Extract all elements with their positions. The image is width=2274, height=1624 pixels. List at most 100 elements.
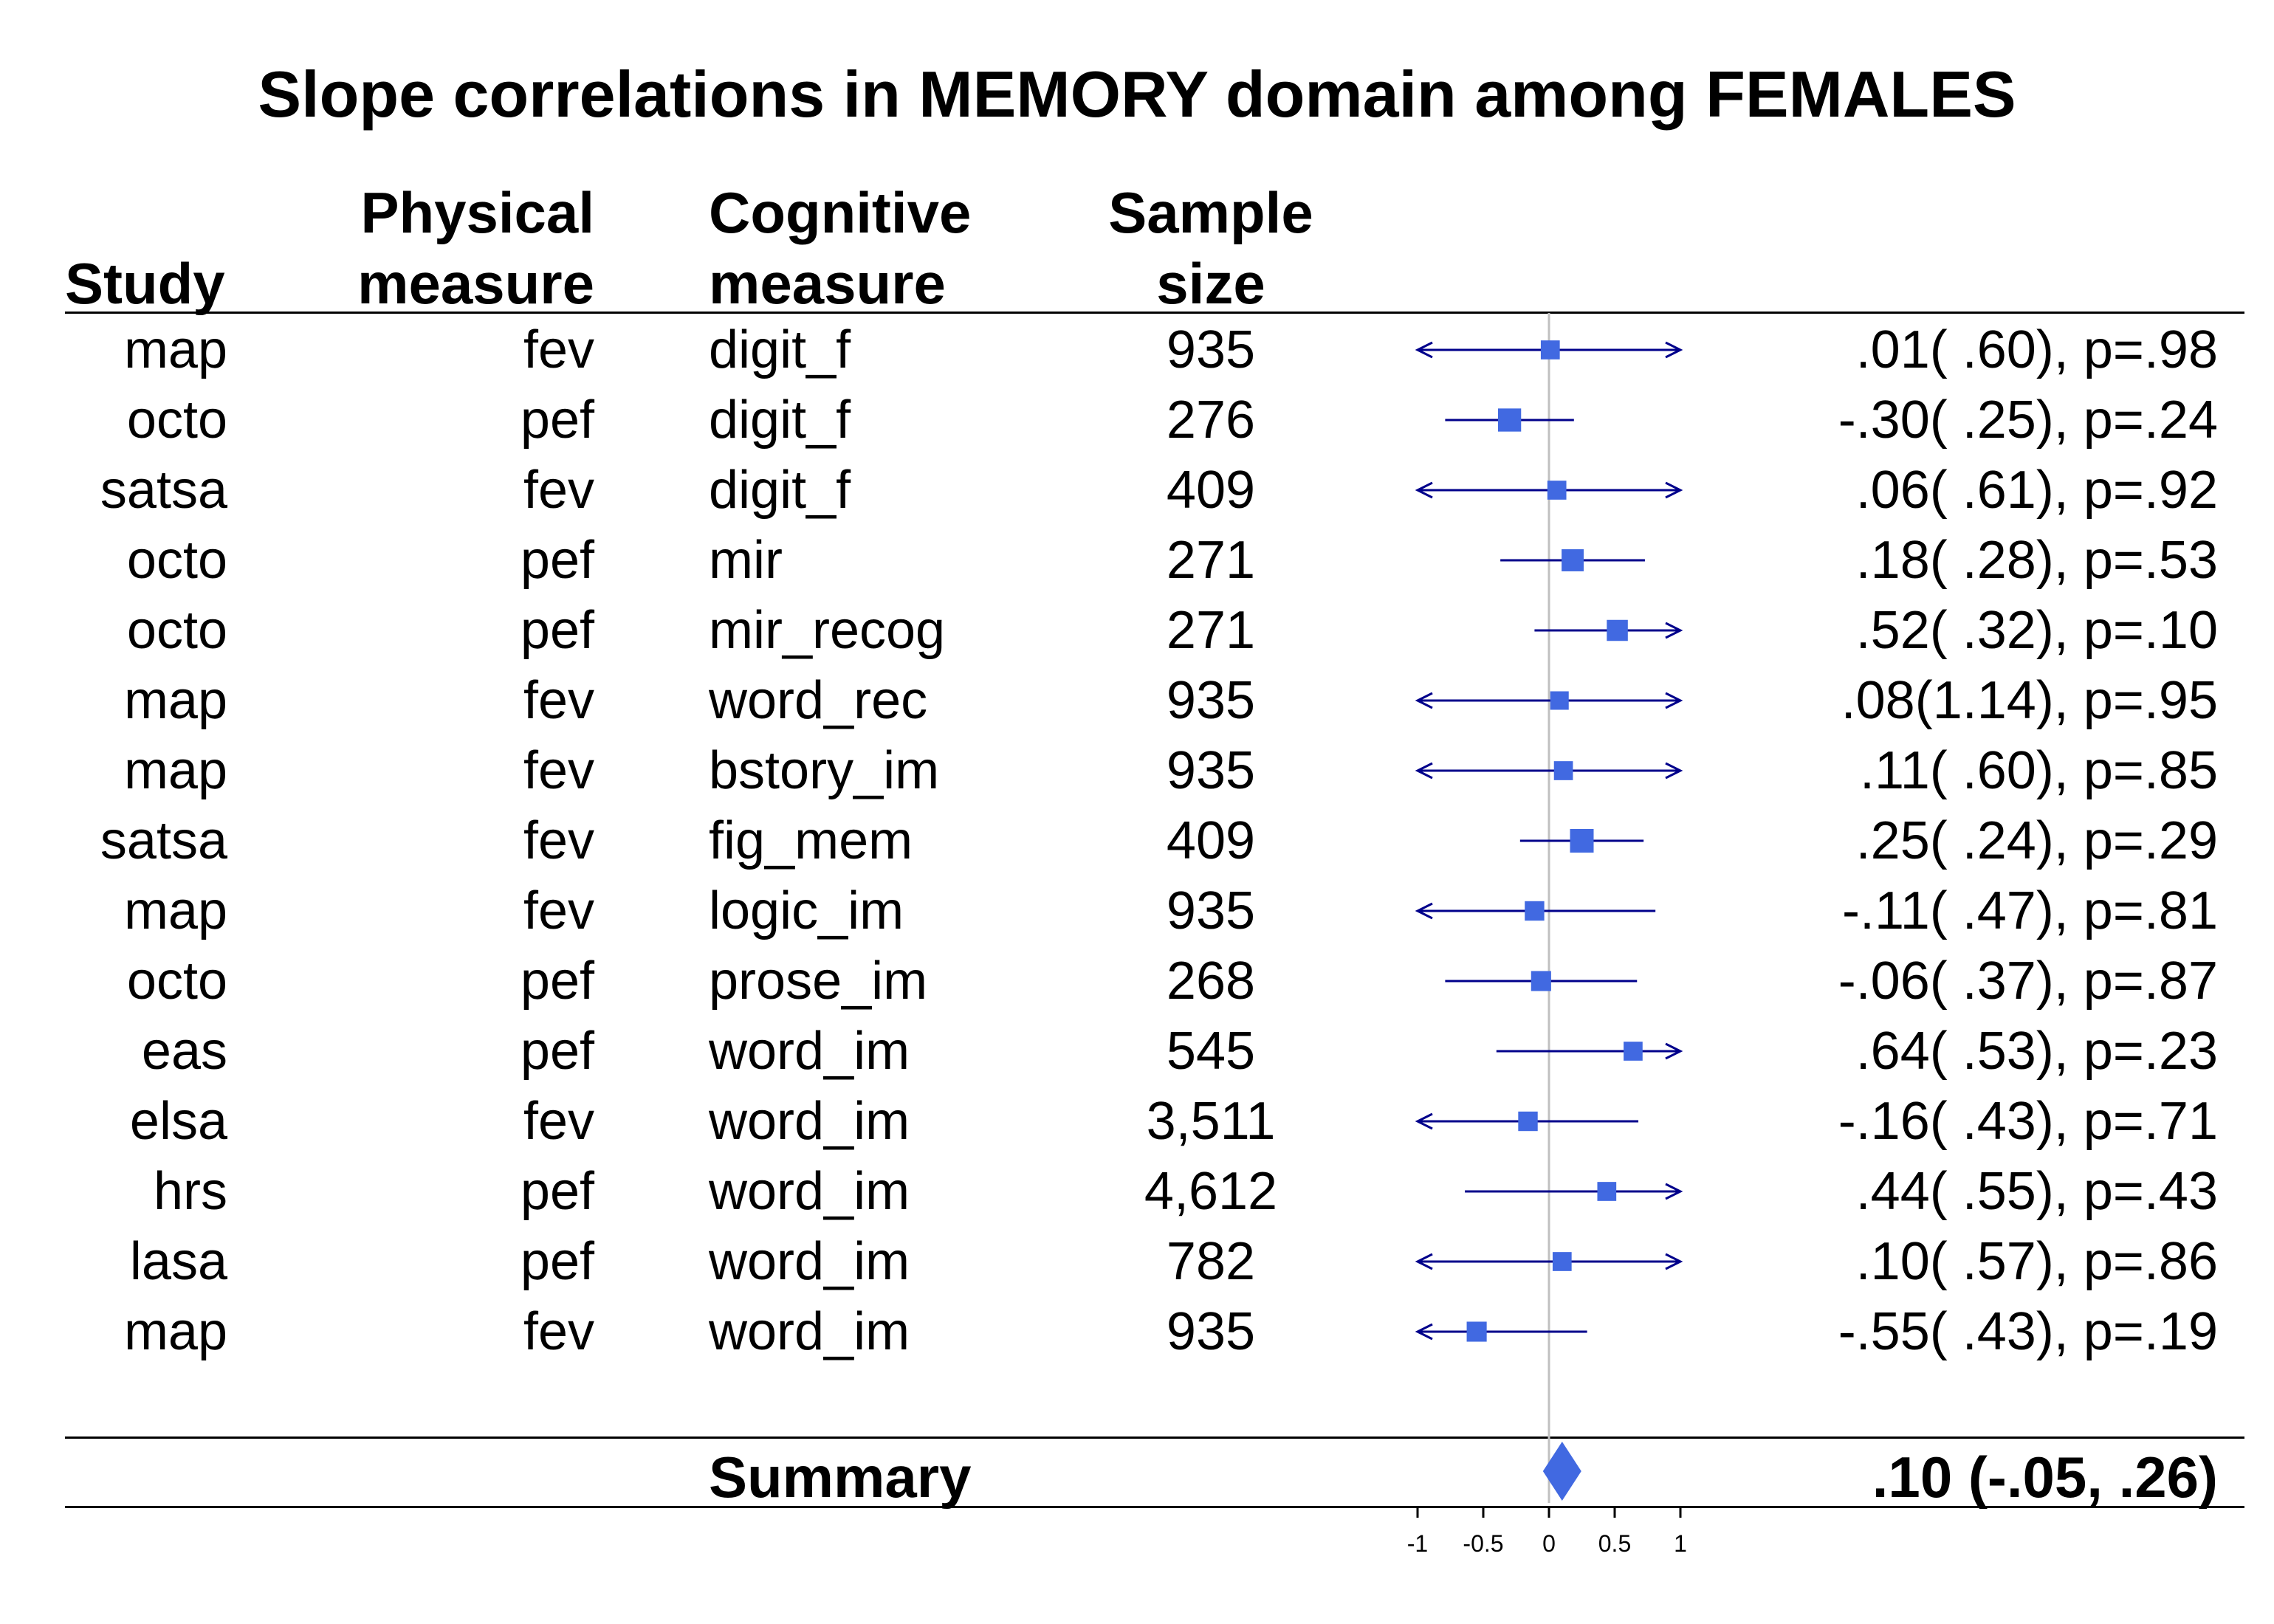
study-name: octo: [126, 390, 227, 450]
study-name: satsa: [100, 461, 227, 520]
study-name: octo: [126, 531, 227, 590]
cognitive-measure: prose_im: [709, 952, 928, 1011]
ci-arrow-right: [1665, 1183, 1683, 1200]
study-name: elsa: [129, 1092, 227, 1151]
physical-measure: pef: [520, 1022, 594, 1081]
point-estimate: [1624, 1042, 1643, 1061]
sample-size: 271: [1166, 531, 1256, 590]
point-estimate: [1562, 549, 1584, 571]
ci-arrow-left: [1415, 692, 1433, 709]
header-study-label: Study: [65, 251, 225, 316]
cognitive-measure: word_im: [709, 1162, 910, 1221]
point-estimate: [1497, 408, 1522, 432]
sample-size: 409: [1166, 811, 1256, 870]
physical-measure: pef: [520, 1232, 594, 1291]
cognitive-measure: word_im: [709, 1022, 910, 1081]
ci-arrow-left: [1415, 341, 1433, 359]
sample-size: 409: [1166, 461, 1256, 520]
header-physical: Physical measure: [295, 177, 594, 319]
point-estimate: [1597, 1182, 1617, 1201]
header-rule: [65, 312, 2244, 314]
point-estimate: [1540, 340, 1560, 359]
sample-size: 276: [1166, 390, 1256, 450]
point-estimate: [1607, 619, 1628, 641]
study-name: octo: [126, 952, 227, 1011]
sample-size: 935: [1166, 881, 1256, 940]
study-name: map: [123, 1302, 227, 1361]
study-name: octo: [126, 601, 227, 660]
header-cognitive: Cognitive measure: [709, 177, 971, 319]
estimate-label: .52( .32), p=.10: [1855, 601, 2218, 660]
ci-arrow-right: [1665, 692, 1683, 709]
sample-size: 268: [1166, 952, 1256, 1011]
study-name: map: [123, 881, 227, 940]
estimate-label: -.16( .43), p=.71: [1838, 1092, 2218, 1151]
ci-arrow-left: [1415, 762, 1433, 780]
ci-arrow-left: [1415, 1323, 1433, 1341]
sample-size: 4,612: [1144, 1162, 1278, 1221]
x-tick-label: 1: [1674, 1530, 1687, 1557]
ci-arrow-right: [1665, 481, 1683, 499]
sample-size: 935: [1166, 1302, 1256, 1361]
point-estimate: [1550, 691, 1569, 710]
estimate-label: .44( .55), p=.43: [1855, 1162, 2218, 1221]
ci-arrow-right: [1665, 341, 1683, 359]
cognitive-measure: logic_im: [709, 881, 904, 940]
sample-size: 271: [1166, 601, 1256, 660]
estimate-label: .10( .57), p=.86: [1855, 1232, 2218, 1291]
header-cognitive-line2: measure: [709, 251, 946, 316]
study-name: lasa: [129, 1232, 227, 1291]
point-estimate: [1466, 1321, 1487, 1342]
cognitive-measure: word_im: [709, 1302, 910, 1361]
header-physical-line1: Physical: [360, 180, 594, 245]
header-sample-line1: Sample: [1108, 180, 1313, 245]
ci-arrow-right: [1665, 762, 1683, 780]
sample-size: 3,511: [1146, 1092, 1276, 1151]
physical-measure: pef: [520, 1162, 594, 1221]
header-physical-line2: measure: [357, 251, 594, 316]
physical-measure: fev: [523, 1302, 594, 1361]
physical-measure: fev: [523, 671, 594, 730]
ci-arrow-left: [1415, 481, 1433, 499]
header-cognitive-line1: Cognitive: [709, 180, 972, 245]
x-tick-label: 0: [1542, 1530, 1556, 1557]
cognitive-measure: fig_mem: [709, 811, 913, 870]
sample-size: 935: [1166, 741, 1256, 800]
estimate-label: .08(1.14), p=.95: [1841, 671, 2218, 730]
physical-measure: pef: [520, 952, 594, 1011]
ci-arrow-left: [1415, 902, 1433, 920]
physical-measure: fev: [523, 1092, 594, 1151]
estimate-label: -.30( .25), p=.24: [1838, 390, 2218, 450]
sample-size: 935: [1166, 320, 1256, 379]
header-sample-line2: size: [1156, 251, 1265, 316]
cognitive-measure: word_im: [709, 1092, 910, 1151]
estimate-label: -.55( .43), p=.19: [1838, 1302, 2218, 1361]
study-name: map: [123, 320, 227, 379]
point-estimate: [1518, 1111, 1538, 1132]
physical-measure: pef: [520, 601, 594, 660]
sample-size: 545: [1166, 1022, 1256, 1081]
sample-size: 782: [1166, 1232, 1256, 1291]
summary-diamond: [1542, 1442, 1581, 1501]
estimate-label: -.11( .47), p=.81: [1842, 881, 2218, 940]
study-name: satsa: [100, 811, 227, 870]
ci-arrow-left: [1415, 1253, 1433, 1270]
study-name: map: [123, 741, 227, 800]
physical-measure: pef: [520, 390, 594, 450]
header-sample: Sample size: [1063, 177, 1358, 319]
cognitive-measure: word_rec: [709, 671, 928, 730]
point-estimate: [1570, 829, 1594, 853]
ci-arrow-left: [1415, 1112, 1433, 1130]
chart-title: Slope correlations in MEMORY domain amon…: [258, 58, 2016, 131]
physical-measure: fev: [523, 461, 594, 520]
physical-measure: fev: [523, 811, 594, 870]
cognitive-measure: word_im: [709, 1232, 910, 1291]
ci-arrow-right: [1665, 1042, 1683, 1060]
cognitive-measure: digit_f: [709, 461, 851, 520]
estimate-label: -.06( .37), p=.87: [1838, 952, 2218, 1011]
point-estimate: [1552, 1252, 1572, 1271]
ci-arrow-right: [1665, 1253, 1683, 1270]
header-study: Study: [65, 248, 225, 319]
